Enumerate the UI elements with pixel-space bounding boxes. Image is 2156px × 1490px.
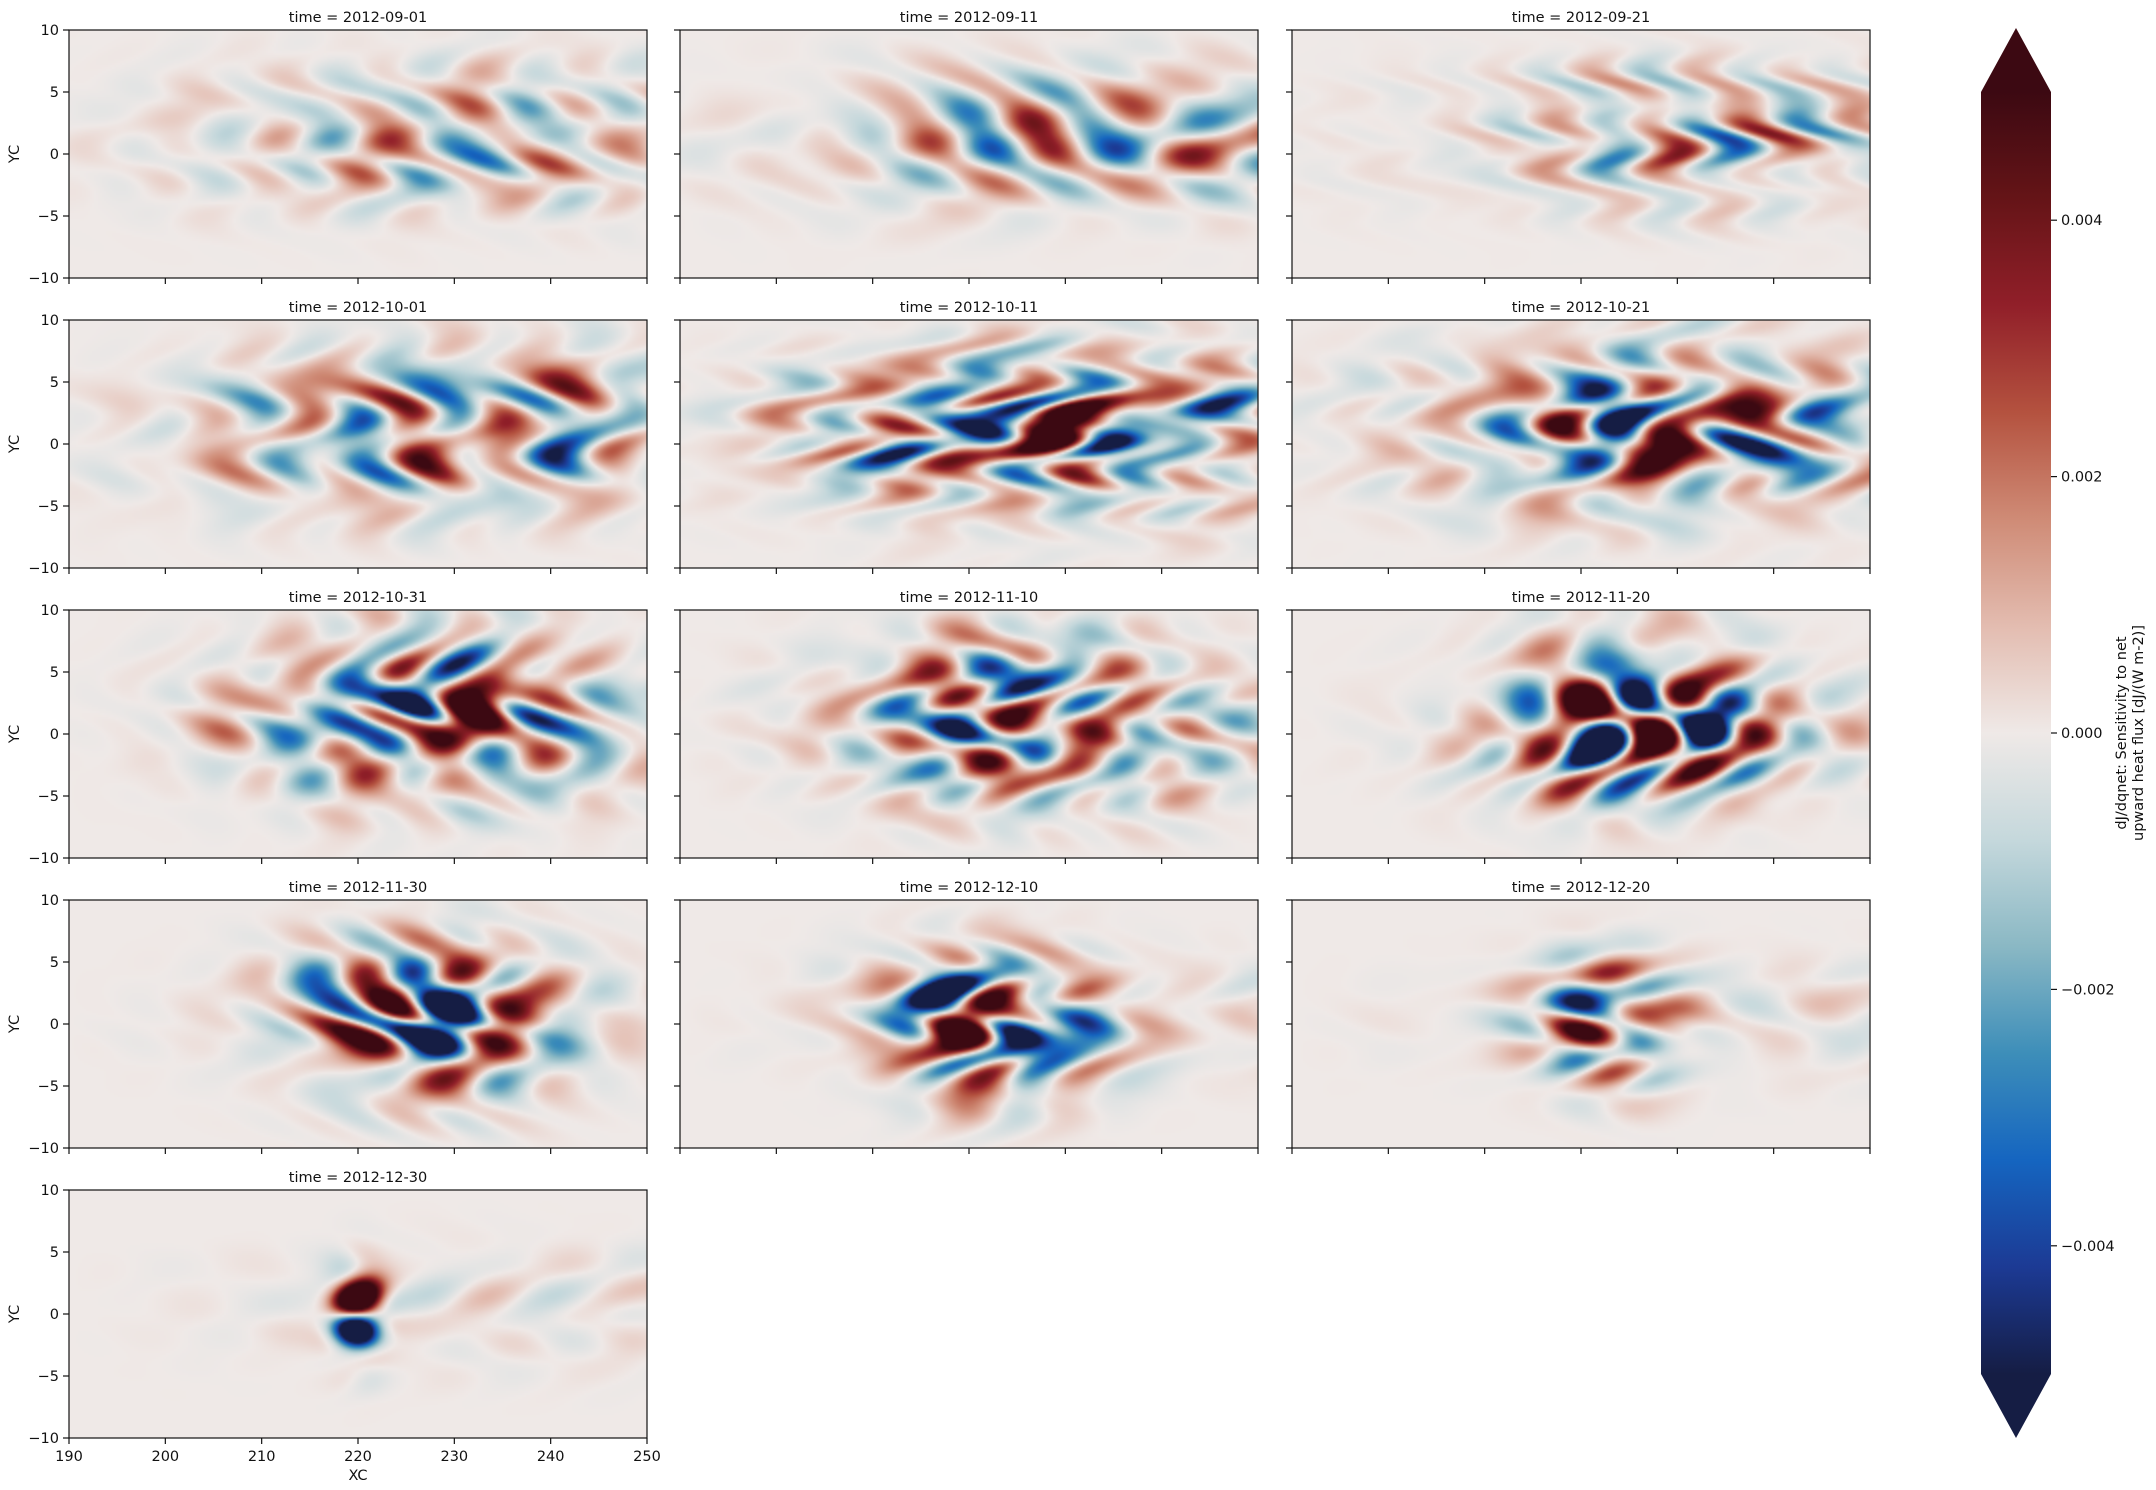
panel-title: time = 2012-10-11 [900, 300, 1038, 316]
panel-title: time = 2012-12-30 [289, 1170, 427, 1186]
panel-title: time = 2012-11-20 [1512, 590, 1650, 606]
panel-title: time = 2012-09-01 [289, 10, 427, 26]
y-tick-label: 5 [50, 1245, 59, 1261]
panel: time = 2012-12-10 [674, 880, 1259, 1154]
y-tick-label: 10 [41, 23, 59, 39]
y-tick-label: −5 [38, 499, 59, 515]
colorbar-label-line1: dJ/dqnet: Sensitivity to net [2114, 636, 2130, 829]
y-axis-label: YC [7, 1305, 23, 1324]
panel-heatmap [680, 30, 1258, 278]
y-tick-label: −10 [28, 1431, 59, 1447]
x-tick-label: 230 [440, 1449, 468, 1465]
panel-title: time = 2012-12-20 [1512, 880, 1650, 896]
x-tick-label: 190 [55, 1449, 83, 1465]
panel: time = 2012-11-20 [1286, 590, 1871, 864]
colorbar-extend-min-arrow [1981, 1374, 2051, 1438]
panel: time = 2012-12-30 10 5 0 −5 −10 YC 190 200 210 220… [7, 1170, 661, 1484]
panel: time = 2012-11-10 [674, 590, 1259, 864]
panel: time = 2012-10-01 10 5 0 −5 −10 YC [7, 300, 648, 577]
y-tick-label: 0 [50, 147, 59, 163]
panel: time = 2012-10-31 10 5 0 −5 −10 YC [7, 590, 648, 867]
y-axis-label: YC [7, 145, 23, 164]
y-tick-label: 0 [50, 727, 59, 743]
panel: time = 2012-09-01 10 5 0 −5 −10 YC [7, 10, 648, 287]
colorbar-tick-label: 0.000 [2061, 726, 2103, 742]
panel-heatmap [680, 320, 1258, 568]
x-tick-label: 200 [151, 1449, 179, 1465]
colorbar: 0.004 0.002 0.000 −0.002 −0.004 dJ/dqnet: Se… [1981, 28, 2147, 1438]
panel-heatmap [69, 900, 647, 1148]
colorbar-tick-label: 0.002 [2061, 470, 2103, 486]
x-tick-label: 220 [344, 1449, 372, 1465]
x-axis-label: XC [348, 1468, 367, 1484]
x-tick-label: 210 [248, 1449, 276, 1465]
y-tick-label: −10 [28, 561, 59, 577]
panel: time = 2012-11-30 10 5 0 −5 −10 YC [7, 880, 648, 1157]
y-tick-label: 5 [50, 955, 59, 971]
panel-heatmap [69, 1190, 647, 1438]
y-tick-label: −10 [28, 851, 59, 867]
panel-title: time = 2012-10-01 [289, 300, 427, 316]
panel-heatmap [1292, 900, 1870, 1148]
y-axis-label: YC [7, 725, 23, 744]
panel: time = 2012-09-11 [674, 10, 1259, 284]
panel-heatmap [69, 30, 647, 278]
panel-title: time = 2012-12-10 [900, 880, 1038, 896]
panel: time = 2012-09-21 [1286, 10, 1871, 284]
y-tick-label: −5 [38, 1079, 59, 1095]
y-tick-label: −10 [28, 271, 59, 287]
y-tick-label: 10 [41, 893, 59, 909]
y-tick-label: −5 [38, 209, 59, 225]
panel-heatmap [1292, 610, 1870, 858]
panel-heatmap [1292, 320, 1870, 568]
y-tick-label: 0 [50, 1017, 59, 1033]
y-tick-label: −10 [28, 1141, 59, 1157]
panel-heatmap [680, 900, 1258, 1148]
y-tick-label: 5 [50, 375, 59, 391]
colorbar-tick-label: −0.004 [2061, 1239, 2115, 1255]
panel-heatmap [680, 610, 1258, 858]
panel-title: time = 2012-09-11 [900, 10, 1038, 26]
y-axis-label: YC [7, 435, 23, 454]
panel-title: time = 2012-11-10 [900, 590, 1038, 606]
y-tick-label: 10 [41, 603, 59, 619]
panel-title: time = 2012-11-30 [289, 880, 427, 896]
colorbar-ticks: 0.004 0.002 0.000 −0.002 −0.004 [2051, 213, 2115, 1255]
x-tick-label: 250 [633, 1449, 661, 1465]
y-tick-label: 10 [41, 313, 59, 329]
x-tick-label: 240 [537, 1449, 565, 1465]
colorbar-body [1981, 92, 2051, 1374]
y-tick-label: 5 [50, 85, 59, 101]
panel: time = 2012-10-11 [674, 300, 1259, 574]
panel-title: time = 2012-10-21 [1512, 300, 1650, 316]
colorbar-tick-label: 0.004 [2061, 213, 2103, 229]
panel-title: time = 2012-10-31 [289, 590, 427, 606]
y-tick-label: 5 [50, 665, 59, 681]
panel: time = 2012-12-20 [1286, 880, 1871, 1154]
panel: time = 2012-10-21 [1286, 300, 1871, 574]
y-tick-label: 10 [41, 1183, 59, 1199]
panel-heatmap [69, 320, 647, 568]
y-tick-label: 0 [50, 437, 59, 453]
colorbar-label-line2: upward heat flux [dJ/(W m-2)] [2131, 625, 2147, 841]
y-tick-label: −5 [38, 1369, 59, 1385]
panel-heatmap [69, 610, 647, 858]
colorbar-tick-label: −0.002 [2061, 982, 2115, 998]
panel-heatmap [1292, 30, 1870, 278]
y-axis-label: YC [7, 1015, 23, 1034]
y-tick-label: −5 [38, 789, 59, 805]
colorbar-extend-max-arrow [1981, 28, 2051, 92]
panel-title: time = 2012-09-21 [1512, 10, 1650, 26]
y-tick-label: 0 [50, 1307, 59, 1323]
